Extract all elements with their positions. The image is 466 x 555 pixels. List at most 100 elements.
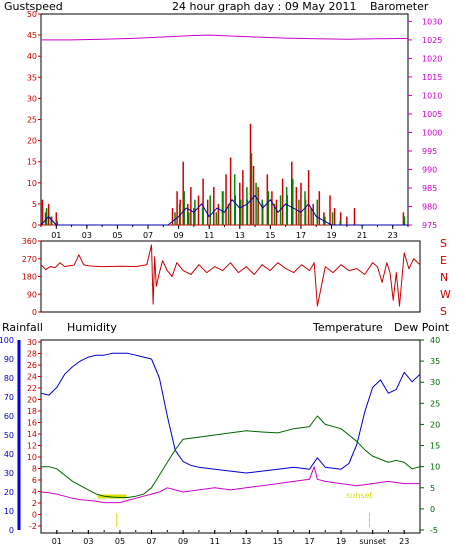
barometer-tick-label: 995 — [422, 147, 437, 156]
direction-tick-label: 360 — [22, 237, 37, 246]
compass-label: S — [440, 237, 447, 250]
wind-x-tick-label: 07 — [143, 231, 153, 240]
wind-left-tick-label: 30 — [27, 94, 37, 103]
temperature-right-tick-label: 30 — [430, 378, 440, 387]
wind-left-tick-label: 35 — [27, 73, 37, 82]
page-title: 24 hour graph day : 09 May 2011 — [172, 0, 357, 13]
barometer-line — [41, 34, 409, 41]
barometer-tick-label: 1015 — [422, 73, 442, 82]
direction-tick-label: 0 — [32, 308, 37, 317]
humidity-tick-label: 80 — [4, 374, 14, 383]
temperature-x-tick-label: 01 — [52, 537, 62, 546]
temperature-x-tick-label: 13 — [241, 537, 251, 546]
direction-axis: 0 90 180 270 360 — [22, 237, 41, 317]
wind-x-tick-label: 23 — [388, 231, 398, 240]
wind-x-tick-label: 05 — [112, 231, 122, 240]
humidity-tick-label: 0 — [9, 526, 14, 535]
temperature-left-tick-label: 20 — [27, 396, 37, 405]
wind-series — [40, 34, 409, 226]
wind-left-tick-label: 50 — [27, 10, 37, 19]
humidity-tick-label: 30 — [4, 469, 14, 478]
humidity-label: Humidity — [67, 321, 117, 334]
barometer-tick-label: 975 — [422, 221, 437, 230]
humidity-tick-label: 100 — [0, 336, 14, 345]
humidity-tick-label: 70 — [4, 393, 14, 402]
compass-label: W — [440, 288, 451, 301]
temperature-x-tick-label: 05 — [115, 537, 125, 546]
wind-x-tick-label: 01 — [51, 231, 61, 240]
temperature-right-tick-label: 25 — [430, 399, 440, 408]
temperature-left-tick-label: 22 — [27, 384, 37, 393]
wind-left-tick-label: 40 — [27, 52, 37, 61]
temperature-x-tick-label: 23 — [399, 537, 409, 546]
humidity-tick-label: 90 — [4, 355, 14, 364]
average-wind-line — [40, 195, 408, 226]
temperature-left-tick-label: 24 — [27, 373, 37, 382]
barometer-tick-label: 985 — [422, 184, 437, 193]
direction-tick-label: 90 — [27, 290, 37, 299]
direction-tick-label: 270 — [22, 255, 37, 264]
temperature-x-tick-label: 03 — [83, 537, 93, 546]
humidity-tick-label: 40 — [4, 450, 14, 459]
temperature-left-tick-label: 14 — [27, 430, 37, 439]
barometer-tick-label: 1025 — [422, 36, 442, 45]
temperature-left-tick-label: 16 — [27, 419, 37, 428]
barometer-tick-label: 990 — [422, 165, 437, 174]
sunrise-highlight — [97, 494, 127, 499]
temperature-x-tick-label: 19 — [336, 537, 346, 546]
barometer-tick-label: 1005 — [422, 110, 442, 119]
temperature-panel-frame — [40, 339, 421, 534]
compass-label: S — [440, 305, 447, 318]
wind-panel: Gustspeed 24 hour graph day : 09 May 201… — [4, 0, 442, 240]
temperature-label: Temperature — [312, 321, 383, 334]
temperature-right-tick-label: -5 — [430, 526, 438, 535]
wind-x-tick-label: 03 — [82, 231, 92, 240]
compass-label: N — [440, 271, 448, 284]
barometer-tick-label: 1010 — [422, 91, 442, 100]
temperature-left-tick-label: 10 — [27, 453, 37, 462]
barometer-tick-label: 1020 — [422, 54, 442, 63]
temperature-left-tick-label: 30 — [27, 338, 37, 347]
temperature-right-tick-label: 15 — [430, 442, 440, 451]
wind-x-tick-label: 11 — [204, 231, 214, 240]
barometer-axis: 975 980 985 990 995 1000 1005 1010 1015 1020 1025 1… — [408, 17, 442, 230]
humidity-tick-label: 60 — [4, 412, 14, 421]
wind-left-tick-label: 45 — [27, 31, 37, 40]
temperature-right-tick-label: 10 — [430, 463, 440, 472]
temperature-left-tick-label: 4 — [32, 488, 37, 497]
wind-x-tick-label: 09 — [174, 231, 184, 240]
humidity-tick-label: 50 — [4, 431, 14, 440]
temperature-x-tick-label: 17 — [304, 537, 314, 546]
temperature-x-axis: 01 03 05 07 09 11 13 15 17 19 sunset 23 — [40, 530, 421, 546]
temperature-left-tick-label: 28 — [27, 350, 37, 359]
temperature-right-tick-label: 5 — [430, 484, 435, 493]
temperature-panel: Rainfall Humidity Temperature Dew Point … — [0, 321, 450, 546]
temperature-x-tick-label: sunset — [359, 537, 386, 546]
temperature-left-tick-label: 12 — [27, 442, 37, 451]
direction-line — [40, 244, 421, 307]
wind-left-tick-label: 15 — [27, 158, 37, 167]
wind-left-tick-label: 20 — [27, 137, 37, 146]
dewpoint-line — [40, 466, 420, 504]
wind-panel-frame — [40, 13, 409, 226]
temperature-series — [40, 352, 421, 527]
rainfall-label: Rainfall — [2, 321, 43, 334]
wind-x-tick-label: 13 — [235, 231, 245, 240]
temperature-left-tick-label: 18 — [27, 407, 37, 416]
temperature-x-tick-label: 11 — [210, 537, 220, 546]
direction-panel-frame — [40, 240, 421, 313]
wind-x-tick-label: 19 — [326, 231, 336, 240]
temperature-right-tick-label: 0 — [430, 505, 435, 514]
compass-label: E — [440, 254, 447, 267]
temperature-line — [41, 415, 421, 498]
barometer-tick-label: 1030 — [422, 17, 442, 26]
wind-x-tick-label: 17 — [296, 231, 306, 240]
wind-x-tick-label: 15 — [265, 231, 275, 240]
barometer-tick-label: 980 — [422, 202, 437, 211]
temperature-left-tick-label: 26 — [27, 361, 37, 370]
temperature-right-tick-label: 20 — [430, 420, 440, 429]
